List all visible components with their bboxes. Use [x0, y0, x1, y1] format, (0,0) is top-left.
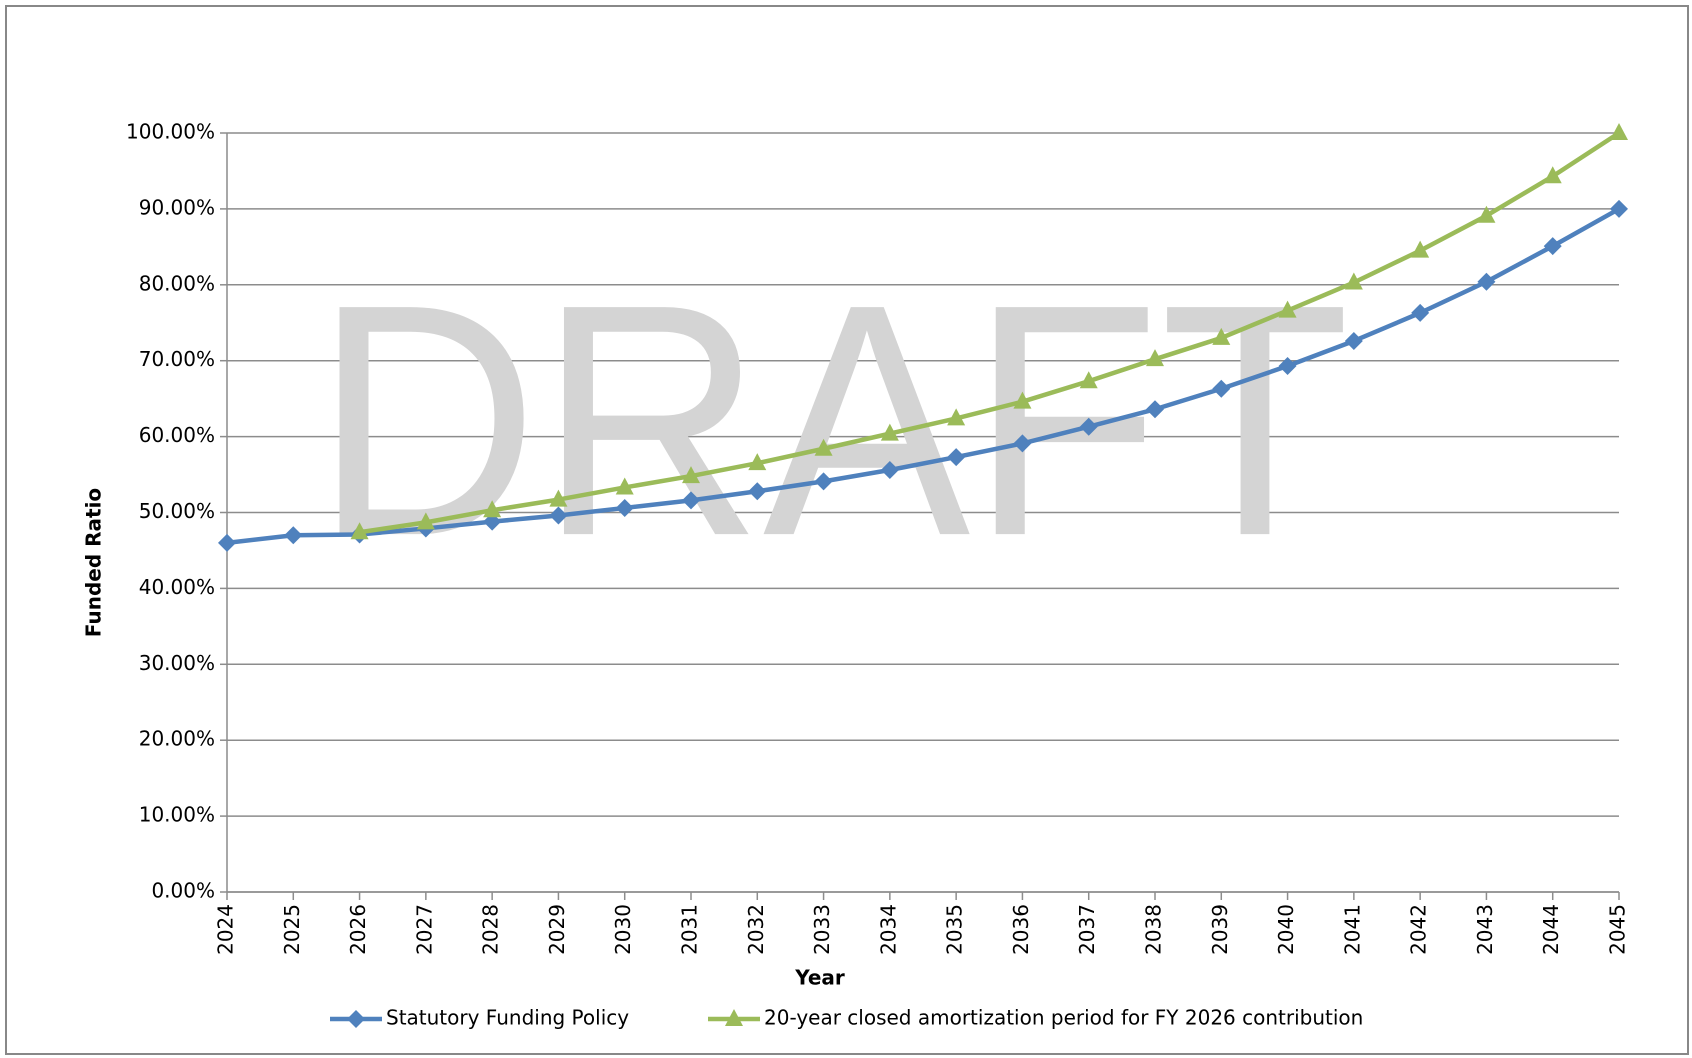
- marker: [1543, 166, 1562, 184]
- x-tick-label: 2043: [1473, 904, 1497, 955]
- marker: [1344, 331, 1363, 350]
- x-tick-label: 2029: [545, 904, 569, 955]
- y-tick-label: 50.00%: [139, 499, 215, 523]
- x-tick-label: 2039: [1208, 904, 1232, 955]
- marker: [483, 500, 502, 518]
- x-tick-label: 2037: [1075, 904, 1099, 955]
- marker: [1013, 391, 1032, 409]
- marker: [947, 448, 966, 467]
- marker: [1543, 237, 1562, 256]
- x-tick-label: 2040: [1274, 904, 1298, 955]
- x-tick-label: 2034: [876, 904, 900, 955]
- marker: [284, 526, 303, 545]
- y-tick-label: 80.00%: [139, 271, 215, 295]
- marker: [615, 477, 634, 495]
- marker: [350, 522, 369, 540]
- y-tick-label: 70.00%: [139, 347, 215, 371]
- marker: [880, 423, 899, 441]
- x-tick-label: 2045: [1606, 904, 1630, 955]
- x-tick-label: 2024: [214, 904, 238, 955]
- watermark: DRAFT: [314, 235, 1350, 604]
- y-tick-label: 40.00%: [139, 575, 215, 599]
- chart-border: [5, 5, 1689, 1055]
- y-tick-label: 30.00%: [139, 651, 215, 675]
- legend-label: Statutory Funding Policy: [386, 1006, 629, 1030]
- x-tick-label: 2026: [346, 904, 370, 955]
- y-tick-label: 100.00%: [126, 120, 215, 144]
- x-tick-label: 2033: [810, 904, 834, 955]
- marker: [615, 498, 634, 517]
- marker: [549, 506, 568, 525]
- y-tick-label: 60.00%: [139, 423, 215, 447]
- marker: [1610, 123, 1628, 140]
- marker: [1212, 379, 1231, 398]
- series-line: [359, 131, 1621, 535]
- x-tick-label: 2028: [479, 904, 503, 955]
- marker: [1278, 300, 1297, 318]
- x-tick-label: 2035: [943, 904, 967, 955]
- x-tick-label: 2025: [280, 904, 304, 955]
- marker: [218, 533, 236, 552]
- marker: [416, 512, 435, 530]
- x-tick-label: 2032: [744, 904, 768, 955]
- x-tick-label: 2044: [1539, 904, 1563, 955]
- marker: [347, 1010, 365, 1028]
- legend-label: 20-year closed amortization period for F…: [764, 1006, 1363, 1030]
- x-tick-label: 2036: [1009, 904, 1033, 955]
- y-tick-label: 0.00%: [151, 879, 215, 903]
- x-tick-label: 2041: [1340, 904, 1364, 955]
- marker: [1477, 205, 1496, 223]
- marker: [1610, 199, 1628, 218]
- marker: [1411, 303, 1430, 322]
- marker: [725, 1009, 743, 1026]
- marker: [1146, 349, 1164, 367]
- marker: [748, 453, 767, 471]
- marker: [1079, 417, 1098, 436]
- y-tick-label: 90.00%: [139, 195, 215, 219]
- marker: [748, 482, 767, 501]
- marker: [814, 438, 833, 456]
- marker: [814, 472, 833, 491]
- marker: [1146, 400, 1164, 419]
- marker: [682, 466, 700, 484]
- y-axis-title: Funded Ratio: [82, 488, 106, 637]
- y-tick-label: 10.00%: [139, 803, 215, 827]
- y-tick-label: 20.00%: [139, 727, 215, 751]
- marker: [1079, 371, 1098, 389]
- x-tick-label: 2031: [678, 904, 702, 955]
- marker: [1344, 272, 1363, 290]
- x-tick-label: 2038: [1142, 904, 1166, 955]
- marker: [947, 408, 966, 426]
- marker: [549, 489, 568, 507]
- series-line: [226, 206, 1621, 546]
- marker: [1278, 357, 1297, 376]
- marker: [1013, 434, 1032, 453]
- x-axis-title: Year: [794, 966, 845, 990]
- marker: [682, 491, 700, 510]
- x-tick-label: 2042: [1407, 904, 1431, 955]
- marker: [1411, 240, 1430, 258]
- x-tick-label: 2027: [412, 904, 436, 955]
- marker: [1477, 272, 1496, 291]
- marker: [880, 460, 899, 479]
- marker: [1212, 327, 1231, 345]
- x-tick-label: 2030: [611, 904, 635, 955]
